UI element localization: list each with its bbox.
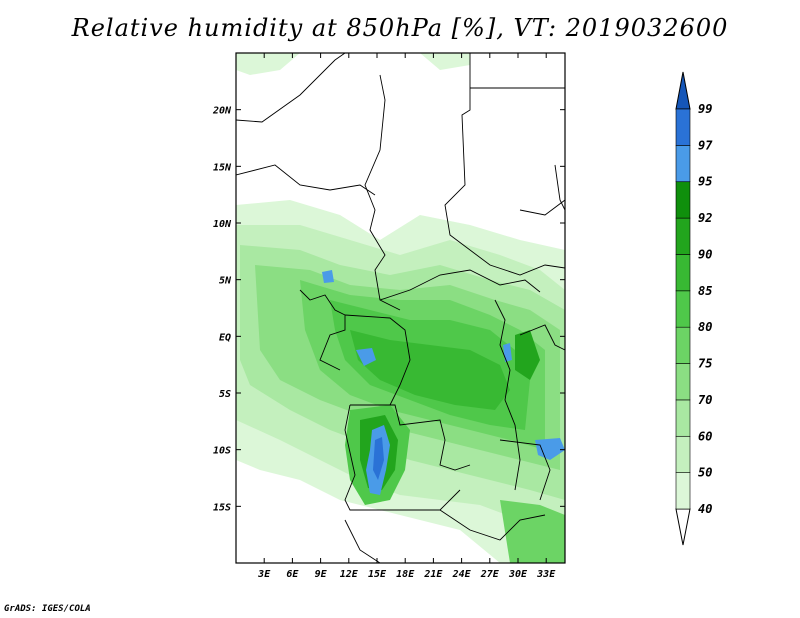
grads-credit: GrADS: IGES/COLA <box>4 604 91 614</box>
colorbar: 40 50 60 70 75 80 85 90 92 95 97 99 <box>675 71 713 546</box>
colorbar-label: 60 <box>698 429 712 443</box>
colorbar-box <box>675 217 691 255</box>
map-title: Relative humidity at 850hPa [%], VT: 201… <box>71 14 729 42</box>
lon-tick-label: 18E <box>396 569 415 580</box>
colorbar-box <box>675 145 691 183</box>
colorbar-label: 97 <box>698 138 713 152</box>
humidity-fill <box>236 53 565 563</box>
colorbar-box <box>675 181 691 219</box>
colorbar-label: 95 <box>698 175 712 189</box>
colorbar-label: 99 <box>698 102 712 116</box>
colorbar-cap-bottom <box>675 508 691 546</box>
colorbar-box <box>675 472 691 510</box>
colorbar-box <box>675 399 691 437</box>
colorbar-label: 90 <box>698 247 712 261</box>
lon-tick-label: 21E <box>423 569 443 580</box>
colorbar-label: 70 <box>698 393 712 407</box>
lat-tick-label: 20N <box>212 106 232 117</box>
lat-tick-label: 15N <box>213 162 232 173</box>
colorbar-label: 75 <box>698 357 712 371</box>
lat-tick-label: 5N <box>219 276 232 287</box>
colorbar-box <box>675 326 691 364</box>
lat-tick-label: 10S <box>213 446 231 457</box>
axis-ticks: 3E 6E 9E 12E 15E 18E 21E 24E 27E 30E 33E 20N 15N 10N 5… <box>212 53 565 580</box>
colorbar-box <box>675 363 691 401</box>
lon-tick-label: 27E <box>480 569 500 580</box>
colorbar-box <box>675 290 691 328</box>
colorbar-label: 40 <box>698 502 712 516</box>
colorbar-label: 50 <box>698 466 712 480</box>
lat-tick-label: 5S <box>219 389 231 400</box>
colorbar-cap-top <box>675 71 691 110</box>
lat-tick-label: 10N <box>213 219 232 230</box>
colorbar-box <box>675 108 691 146</box>
lon-tick-label: 24E <box>452 569 472 580</box>
colorbar-label: 80 <box>698 320 712 334</box>
lon-tick-label: 6E <box>286 569 299 580</box>
colorbar-label: 85 <box>698 284 712 298</box>
lon-tick-label: 30E <box>508 569 528 580</box>
country-borders <box>236 53 565 563</box>
colorbar-box <box>675 435 691 473</box>
lon-tick-label: 15E <box>368 569 387 580</box>
colorbar-box <box>675 254 691 292</box>
lat-tick-label: 15S <box>213 502 231 513</box>
colorbar-label: 92 <box>698 211 712 225</box>
lon-tick-label: 9E <box>315 569 328 580</box>
lon-tick-label: 33E <box>536 569 556 580</box>
lon-tick-label: 3E <box>257 569 271 580</box>
lon-tick-label: 12E <box>340 569 359 580</box>
lat-tick-label: EQ <box>219 332 231 343</box>
plot-frame <box>235 52 566 564</box>
